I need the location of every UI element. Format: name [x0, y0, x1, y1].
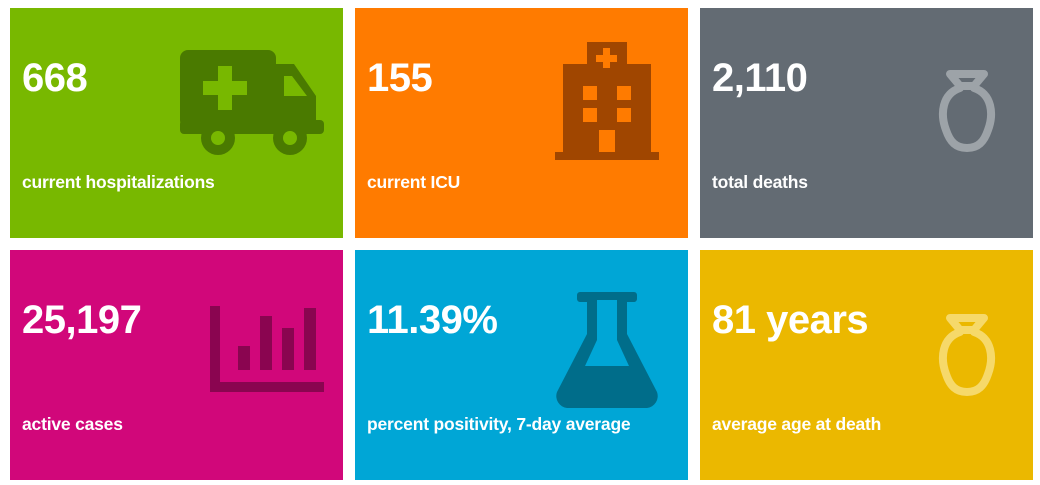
bar-chart-icon	[210, 306, 326, 394]
tile-current-icu: 155 current ICU	[355, 8, 688, 238]
urn-icon	[936, 312, 998, 398]
tile-current-hospitalizations: 668 current hospitalizations	[10, 8, 343, 238]
stat-value: 81 years	[712, 298, 869, 342]
stat-label: average age at death	[712, 414, 882, 434]
stat-value: 25,197	[22, 298, 142, 342]
hospital-icon	[555, 42, 659, 160]
stat-label: active cases	[22, 414, 123, 434]
stat-value: 155	[367, 56, 433, 100]
tile-active-cases: 25,197 active cases	[10, 250, 343, 480]
tile-total-deaths: 2,110 total deaths	[700, 8, 1033, 238]
stat-label: total deaths	[712, 172, 808, 192]
stat-label: current hospitalizations	[22, 172, 215, 192]
stat-value: 2,110	[712, 56, 808, 100]
stats-grid: 668 current hospitalizations 155 cur	[10, 8, 1034, 482]
stat-label: current ICU	[367, 172, 461, 192]
urn-icon	[936, 68, 998, 154]
stat-value: 668	[22, 56, 88, 100]
flask-icon	[555, 292, 659, 410]
tile-average-age: 81 years average age at death	[700, 250, 1033, 480]
stat-value: 11.39%	[367, 298, 498, 342]
ambulance-icon	[180, 42, 325, 157]
stat-label: percent positivity, 7-day average	[367, 414, 631, 434]
tile-percent-positivity: 11.39% percent positivity, 7-day average	[355, 250, 688, 480]
